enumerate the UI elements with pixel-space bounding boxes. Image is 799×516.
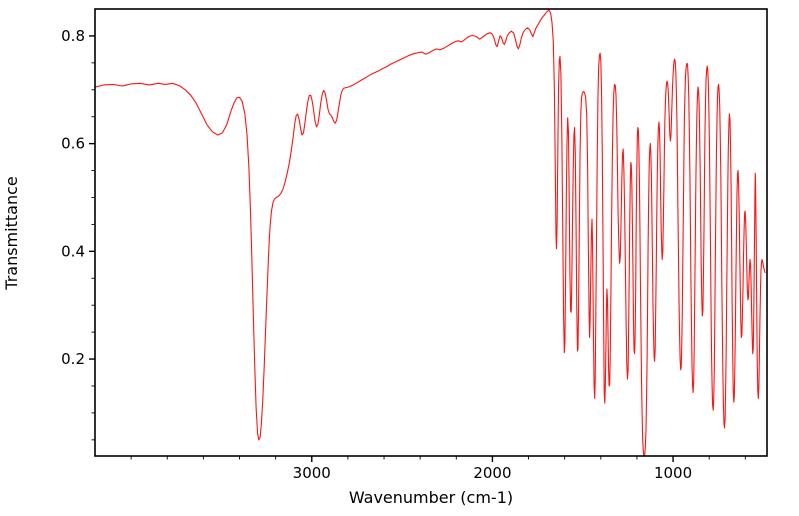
y-tick-label: 0.8 [61,27,85,45]
y-tick-label: 0.2 [61,350,85,368]
x-tick-label: 3000 [293,464,331,482]
spectrum-line-layer [95,9,766,456]
x-tick-label: 2000 [473,464,511,482]
spectrum-line [95,9,766,456]
y-tick-label: 0.4 [61,242,85,260]
x-tick-label: 1000 [654,464,692,482]
plot-border [94,8,768,457]
y-tick-label: 0.6 [61,135,85,153]
tick-label-layer: 3000 2000 1000 0.2 0.4 0.6 0.8 [61,27,692,482]
axes-layer [89,8,768,462]
x-axis-label: Wavenumber (cm-1) [349,488,513,507]
y-axis-label: Transmittance [2,176,21,290]
